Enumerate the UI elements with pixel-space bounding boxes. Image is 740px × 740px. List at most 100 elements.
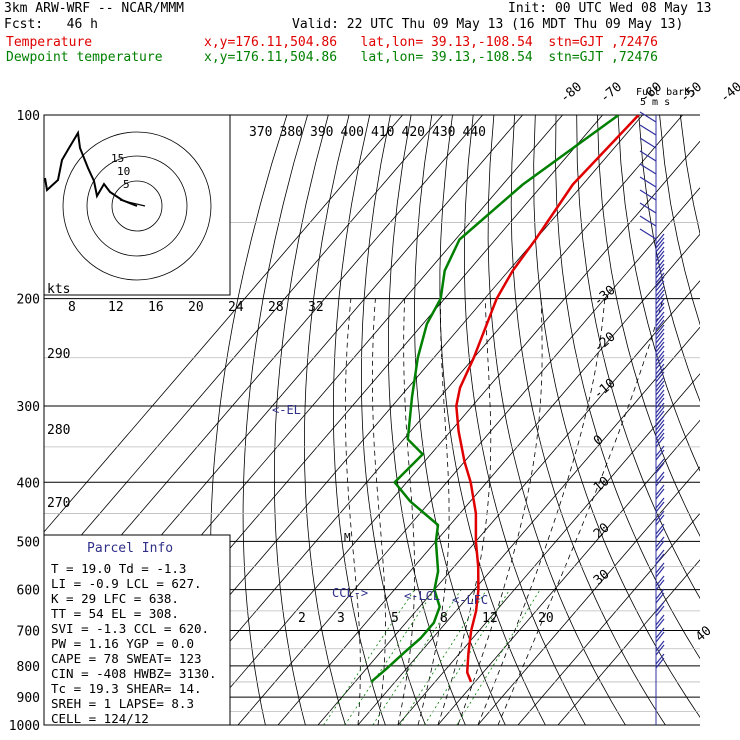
parcel-info-row: CAPE = 78 SWEAT= 123 (51, 651, 202, 666)
wind-barb (655, 384, 665, 396)
moist-adiabat-line (397, 298, 415, 725)
parcel-info-row: LI = -0.9 LCL = 627. (51, 576, 202, 591)
wind-barb (655, 298, 665, 310)
wind-barb (655, 246, 665, 258)
moist-adiabat-line (437, 298, 492, 725)
wind-barb (655, 250, 665, 262)
isotherm-label-20: 20 (591, 520, 613, 542)
wind-barb (655, 267, 665, 279)
wind-barb (655, 315, 665, 327)
wind-barb (655, 592, 665, 604)
wind-barb (655, 389, 665, 401)
wind-barb (655, 445, 665, 457)
hodograph-ring-label-5: 5 (123, 178, 130, 191)
wind-barb (655, 289, 665, 301)
parcel-info-box: Parcel Info T = 19.0 Td = -1.3LI = -0.9 L… (43, 534, 231, 726)
wind-barb (655, 358, 665, 370)
dry-adiabat-line (638, 115, 700, 403)
wind-barb (655, 501, 665, 513)
wind-barb (639, 202, 657, 214)
pressure-label-400: 400 (17, 476, 40, 491)
wind-barb (655, 259, 665, 271)
isotherm-line (44, 115, 403, 533)
wind-barb (655, 272, 665, 284)
wind-barb (655, 510, 665, 522)
sounding-profiles (370, 115, 640, 683)
wind-barb (655, 306, 665, 318)
parcel-info-row: SREH = 1 LAPSE= 8.3 (51, 696, 194, 711)
wind-barb (655, 497, 665, 509)
wind-barb (655, 640, 665, 652)
wind-barb (655, 419, 665, 431)
wind-barb (639, 189, 657, 201)
dewpoint-location: x,y=176.11,504.86 lat,lon= 39.13,-108.54… (204, 50, 658, 65)
wind-barb (655, 285, 665, 297)
pressure-label-300: 300 (17, 400, 40, 415)
wind-barb (655, 601, 665, 613)
wind-barb (655, 237, 665, 249)
wind-barb (655, 328, 665, 340)
mixing-ratio-line (424, 589, 511, 725)
isotherm-label-30: 30 (591, 567, 613, 589)
mixing-ratio-line (456, 589, 541, 725)
wind-barb (655, 653, 665, 665)
wind-barb (639, 176, 657, 188)
isotherm-line (397, 373, 700, 725)
parcel-info-row: K = 29 LFC = 638. (51, 591, 179, 606)
parcel-info-row: CIN = -408 HWBZ= 3130. (51, 666, 217, 681)
parcel-info-row: TT = 54 EL = 308. (51, 606, 179, 621)
left-theta-label-280: 280 (47, 423, 70, 438)
dry-adiabat-line (464, 115, 586, 725)
wind-barb (655, 354, 665, 366)
wind-barb (639, 137, 657, 149)
wind-barb (639, 228, 657, 240)
left-theta-label-270: 270 (47, 496, 70, 511)
isotherm-line (317, 280, 700, 725)
pressure-label-900: 900 (17, 691, 40, 706)
wind-barb (655, 293, 665, 305)
hodograph-ring (86, 155, 188, 257)
init-time: Init: 00 UTC Wed 08 May 13 (508, 1, 712, 16)
wind-barb (655, 402, 665, 414)
wind-barb (655, 363, 665, 375)
mixing-ratio-label-8: 8 (440, 611, 448, 626)
isotherm-line (277, 233, 700, 725)
wind-barb (655, 488, 665, 500)
wind-barb (655, 562, 665, 574)
wind-barb (655, 462, 665, 474)
wind-barb (655, 471, 665, 483)
hodograph-storm-vector (119, 199, 146, 207)
wind-barb (655, 644, 665, 656)
pressure-label-200: 200 (17, 293, 40, 308)
wind-barb (655, 540, 665, 552)
wind-barb (655, 536, 665, 548)
parcel-info-row: PW = 1.16 YGP = 0.0 (51, 636, 194, 651)
wind-barb (655, 549, 665, 561)
wind-barb (655, 371, 665, 383)
wind-barb (655, 566, 665, 578)
theta-label-410: 410 (371, 125, 394, 140)
wind-barb (655, 233, 665, 245)
parcel-marker: M (344, 531, 351, 544)
wind-barb (655, 367, 665, 379)
mixing-ratio-label-20: 20 (538, 611, 554, 626)
wind-barb (655, 575, 665, 587)
dry-adiabat-line (722, 115, 740, 725)
dry-adiabat-line (576, 115, 700, 600)
theta-e-label-24: 24 (228, 300, 244, 315)
moist-adiabat-line (345, 298, 361, 725)
wind-barb (655, 341, 665, 353)
isotherm-line (357, 326, 700, 725)
mixing-ratio-line (399, 589, 488, 725)
wind-barb (655, 579, 665, 591)
isotherm-line (517, 512, 700, 725)
mixing-ratio-line (344, 589, 435, 725)
wind-barbs: Full barb:5 m s (636, 87, 696, 725)
theta-e-label-16: 16 (148, 300, 164, 315)
valid-time: Valid: 22 UTC Thu 09 May 13 (16 MDT Thu … (292, 17, 684, 32)
full-barb-units: 5 m s (640, 97, 670, 108)
dry-adiabat-line (439, 115, 546, 725)
wind-barb (655, 614, 665, 626)
